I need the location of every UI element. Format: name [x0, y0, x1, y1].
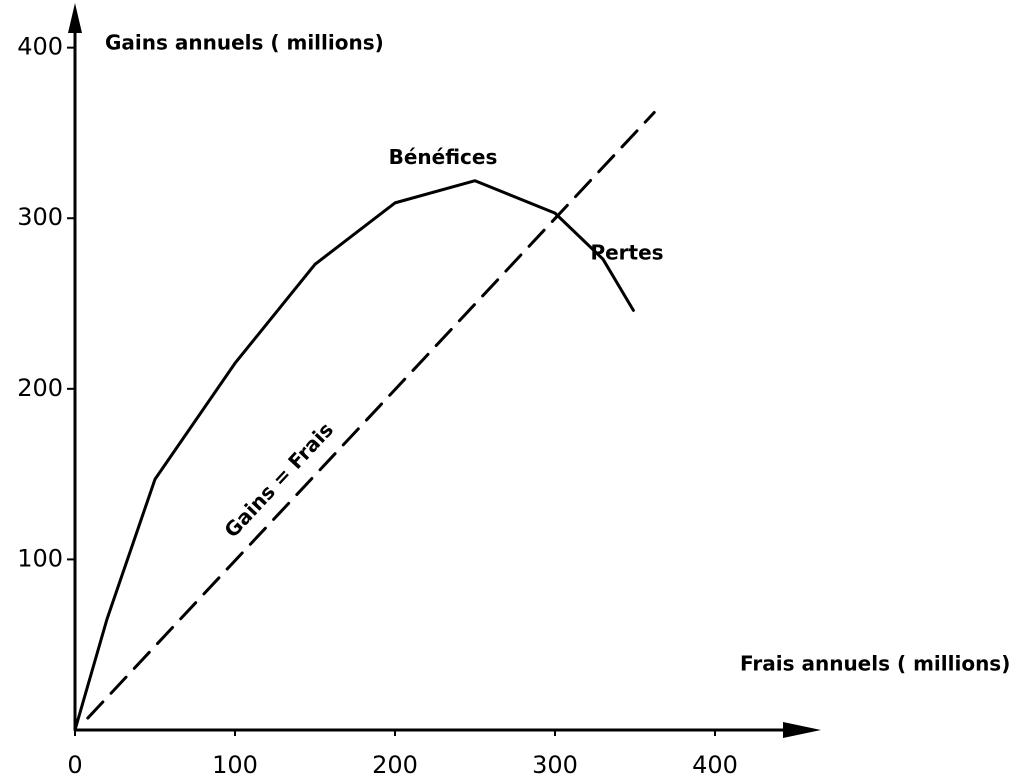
y-tick-label: 100	[17, 544, 63, 572]
y-tick-label: 300	[17, 203, 63, 231]
curve	[73, 179, 635, 732]
annotation: Bénéfices	[389, 145, 498, 169]
annotation: Pertes	[590, 241, 663, 265]
dashed-line	[86, 110, 656, 720]
y-axis-arrow	[68, 3, 82, 33]
y-tick-label: 200	[17, 374, 63, 402]
annotation: Gains = Frais	[219, 418, 338, 543]
x-axis-label: Frais annuels ( millions)	[740, 652, 1010, 676]
x-axis-arrow	[783, 722, 821, 738]
x-tick-label: 400	[692, 751, 738, 779]
x-tick-label: 300	[532, 751, 578, 779]
y-tick-label: 400	[17, 33, 63, 61]
y-axis-label: Gains annuels ( millions)	[105, 31, 384, 55]
x-tick-label: 100	[212, 751, 258, 779]
x-tick-label: 0	[67, 751, 82, 779]
x-tick-label: 200	[372, 751, 418, 779]
